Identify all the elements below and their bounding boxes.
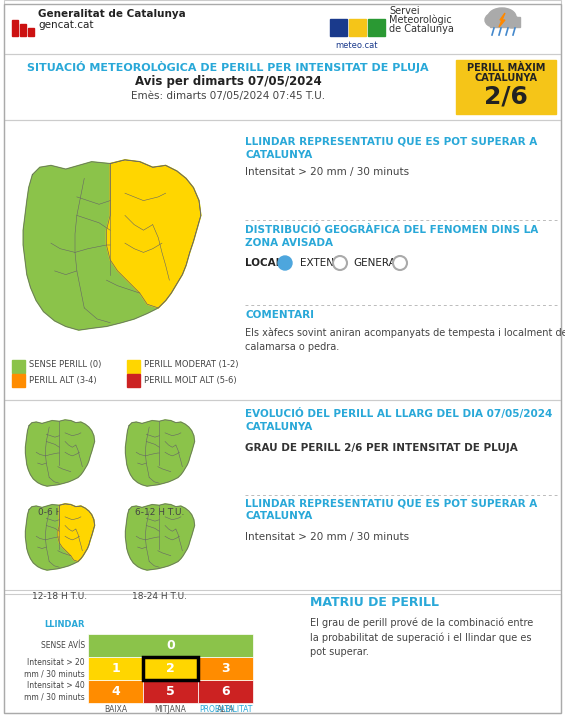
- Bar: [143, 657, 198, 680]
- Text: gencat.cat: gencat.cat: [38, 20, 93, 30]
- Bar: [88, 680, 143, 703]
- Text: 1: 1: [111, 662, 120, 675]
- Bar: [88, 634, 253, 657]
- Text: PERILL ALT (3-4): PERILL ALT (3-4): [29, 376, 97, 384]
- Polygon shape: [25, 420, 94, 486]
- Text: 18-24 H T.U.: 18-24 H T.U.: [133, 592, 188, 601]
- Text: 2/6: 2/6: [484, 84, 528, 108]
- Text: GENERAL: GENERAL: [353, 258, 402, 268]
- Polygon shape: [25, 504, 94, 570]
- Text: LLINDAR REPRESENTATIU QUE ES POT SUPERAR A
CATALUNYA: LLINDAR REPRESENTATIU QUE ES POT SUPERAR…: [245, 498, 537, 521]
- Text: 5: 5: [166, 685, 175, 698]
- Text: BAIXA: BAIXA: [104, 705, 127, 714]
- Bar: [127, 374, 140, 387]
- Text: PERILL MODERAT (1-2): PERILL MODERAT (1-2): [144, 361, 238, 369]
- Text: LLINDAR: LLINDAR: [45, 620, 85, 629]
- Text: LOCAL: LOCAL: [245, 258, 282, 268]
- Polygon shape: [106, 160, 201, 308]
- Bar: [12, 360, 25, 373]
- Bar: [127, 360, 140, 373]
- Text: SENSE PERILL (0): SENSE PERILL (0): [29, 361, 101, 369]
- Ellipse shape: [485, 13, 503, 27]
- Bar: [456, 60, 556, 114]
- Text: 0-6 H T.U.: 0-6 H T.U.: [38, 508, 82, 517]
- Bar: [4, 120, 561, 400]
- Text: EVOLUCIÓ DEL PERILL AL LLARG DEL DIA 07/05/2024
CATALUNYA: EVOLUCIÓ DEL PERILL AL LLARG DEL DIA 07/…: [245, 408, 553, 432]
- Bar: [20, 24, 26, 36]
- Text: EXTENS: EXTENS: [300, 258, 341, 268]
- Text: Els xàfecs sovint aniran acompanyats de tempesta i localment de
calamarsa o pedr: Els xàfecs sovint aniran acompanyats de …: [245, 328, 565, 353]
- Text: 4: 4: [111, 685, 120, 698]
- Bar: [490, 17, 520, 27]
- Text: MATRIU DE PERILL: MATRIU DE PERILL: [310, 596, 439, 609]
- Text: El grau de perill prové de la combinació entre
la probabilitat de superació i el: El grau de perill prové de la combinació…: [310, 618, 533, 657]
- Text: Intensitat > 20
mm / 30 minuts: Intensitat > 20 mm / 30 minuts: [24, 658, 85, 678]
- Polygon shape: [58, 504, 94, 561]
- Text: de Catalunya: de Catalunya: [389, 24, 454, 34]
- Bar: [88, 657, 143, 680]
- Text: SITUACIÓ METEOROLÒGICA DE PERILL PER INTENSITAT DE PLUJA: SITUACIÓ METEOROLÒGICA DE PERILL PER INT…: [27, 61, 429, 73]
- Ellipse shape: [504, 16, 520, 28]
- Text: Generalitat de Catalunya: Generalitat de Catalunya: [38, 9, 186, 19]
- Polygon shape: [23, 160, 201, 330]
- Text: Meteorològic: Meteorològic: [389, 15, 452, 25]
- Text: 2: 2: [166, 662, 175, 675]
- Text: Intensitat > 20 mm / 30 minuts: Intensitat > 20 mm / 30 minuts: [245, 532, 409, 542]
- Text: 0: 0: [166, 639, 175, 652]
- Text: LLINDAR REPRESENTATIU QUE ES POT SUPERAR A
CATALUNYA: LLINDAR REPRESENTATIU QUE ES POT SUPERAR…: [245, 137, 537, 160]
- Text: Emès: dimarts 07/05/2024 07:45 T.U.: Emès: dimarts 07/05/2024 07:45 T.U.: [131, 91, 325, 101]
- Text: SENSE AVÍS: SENSE AVÍS: [41, 641, 85, 650]
- Bar: [4, 0, 561, 54]
- Circle shape: [333, 256, 347, 270]
- Circle shape: [393, 256, 407, 270]
- Bar: [12, 374, 25, 387]
- Text: meteo.cat: meteo.cat: [336, 41, 378, 50]
- Bar: [349, 19, 366, 36]
- Bar: [330, 19, 347, 36]
- Bar: [368, 19, 385, 36]
- Text: Servei: Servei: [389, 6, 420, 16]
- Bar: [4, 594, 561, 713]
- Text: 12-18 H T.U.: 12-18 H T.U.: [32, 592, 88, 601]
- Bar: [143, 657, 198, 680]
- Bar: [4, 54, 561, 120]
- Text: CATALUNYA: CATALUNYA: [475, 73, 537, 83]
- Text: PERILL MOLT ALT (5-6): PERILL MOLT ALT (5-6): [144, 376, 237, 384]
- Text: 6-12 H T.U.: 6-12 H T.U.: [135, 508, 185, 517]
- Text: PERILL MÀXIM: PERILL MÀXIM: [467, 63, 545, 73]
- Circle shape: [278, 256, 292, 270]
- Text: PROBABILITAT: PROBABILITAT: [199, 705, 253, 714]
- Text: ALTA: ALTA: [216, 705, 234, 714]
- Polygon shape: [125, 420, 194, 486]
- Text: Avis per dimarts 07/05/2024: Avis per dimarts 07/05/2024: [134, 75, 321, 87]
- Bar: [198, 680, 253, 703]
- Text: 6: 6: [221, 685, 230, 698]
- Bar: [143, 680, 198, 703]
- Bar: [4, 400, 561, 590]
- Text: Intensitat > 40
mm / 30 minuts: Intensitat > 40 mm / 30 minuts: [24, 681, 85, 701]
- Polygon shape: [499, 13, 505, 27]
- Text: MITJANA: MITJANA: [155, 705, 186, 714]
- Bar: [12, 20, 18, 36]
- Text: DISTRIBUCIÓ GEOGRÀFICA DEL FENOMEN DINS LA
ZONA AVISADA: DISTRIBUCIÓ GEOGRÀFICA DEL FENOMEN DINS …: [245, 225, 538, 248]
- Text: Intensitat > 20 mm / 30 minuts: Intensitat > 20 mm / 30 minuts: [245, 167, 409, 177]
- Bar: [28, 28, 34, 36]
- Ellipse shape: [488, 8, 516, 26]
- Text: 3: 3: [221, 662, 230, 675]
- Text: COMENTARI: COMENTARI: [245, 310, 314, 320]
- Polygon shape: [125, 504, 194, 570]
- Text: GRAU DE PERILL 2/6 PER INTENSITAT DE PLUJA: GRAU DE PERILL 2/6 PER INTENSITAT DE PLU…: [245, 443, 518, 453]
- Bar: [198, 657, 253, 680]
